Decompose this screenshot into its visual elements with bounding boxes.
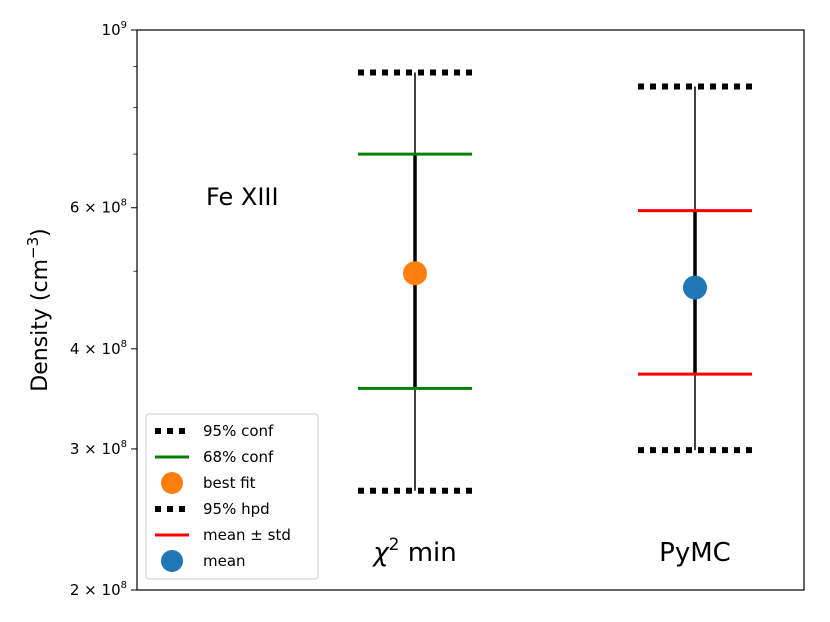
legend: 95% conf 68% conf best fit 95% hpd mean ± st… [145, 413, 319, 580]
plot-frame [136, 29, 805, 591]
y-tick-label: 3 × 108 [70, 439, 127, 458]
y-tick-label: 4 × 108 [70, 339, 127, 358]
legend-swatch-circle [161, 550, 183, 572]
y-tick-label: 2 × 108 [70, 580, 127, 599]
legend-label: 68% conf [203, 448, 274, 466]
center-point-marker [683, 275, 707, 300]
y-axis-label: Density (cm−3) [24, 228, 53, 391]
legend-frame [145, 413, 319, 580]
legend-label: 95% conf [203, 422, 274, 440]
legend-label: mean [203, 552, 246, 570]
legend-label: best fit [203, 474, 256, 492]
category-label-pymc: PyMC [659, 538, 731, 568]
ion-annotation: Fe XIII [206, 183, 279, 211]
legend-label: mean ± std [203, 526, 291, 544]
center-point-marker [403, 261, 427, 286]
y-tick-label: 6 × 108 [70, 198, 127, 217]
legend-swatch-circle [161, 472, 183, 494]
category-label-chi2-min: χ2 min [371, 535, 457, 568]
y-tick-label: 109 [102, 20, 127, 39]
legend-label: 95% hpd [203, 500, 270, 518]
